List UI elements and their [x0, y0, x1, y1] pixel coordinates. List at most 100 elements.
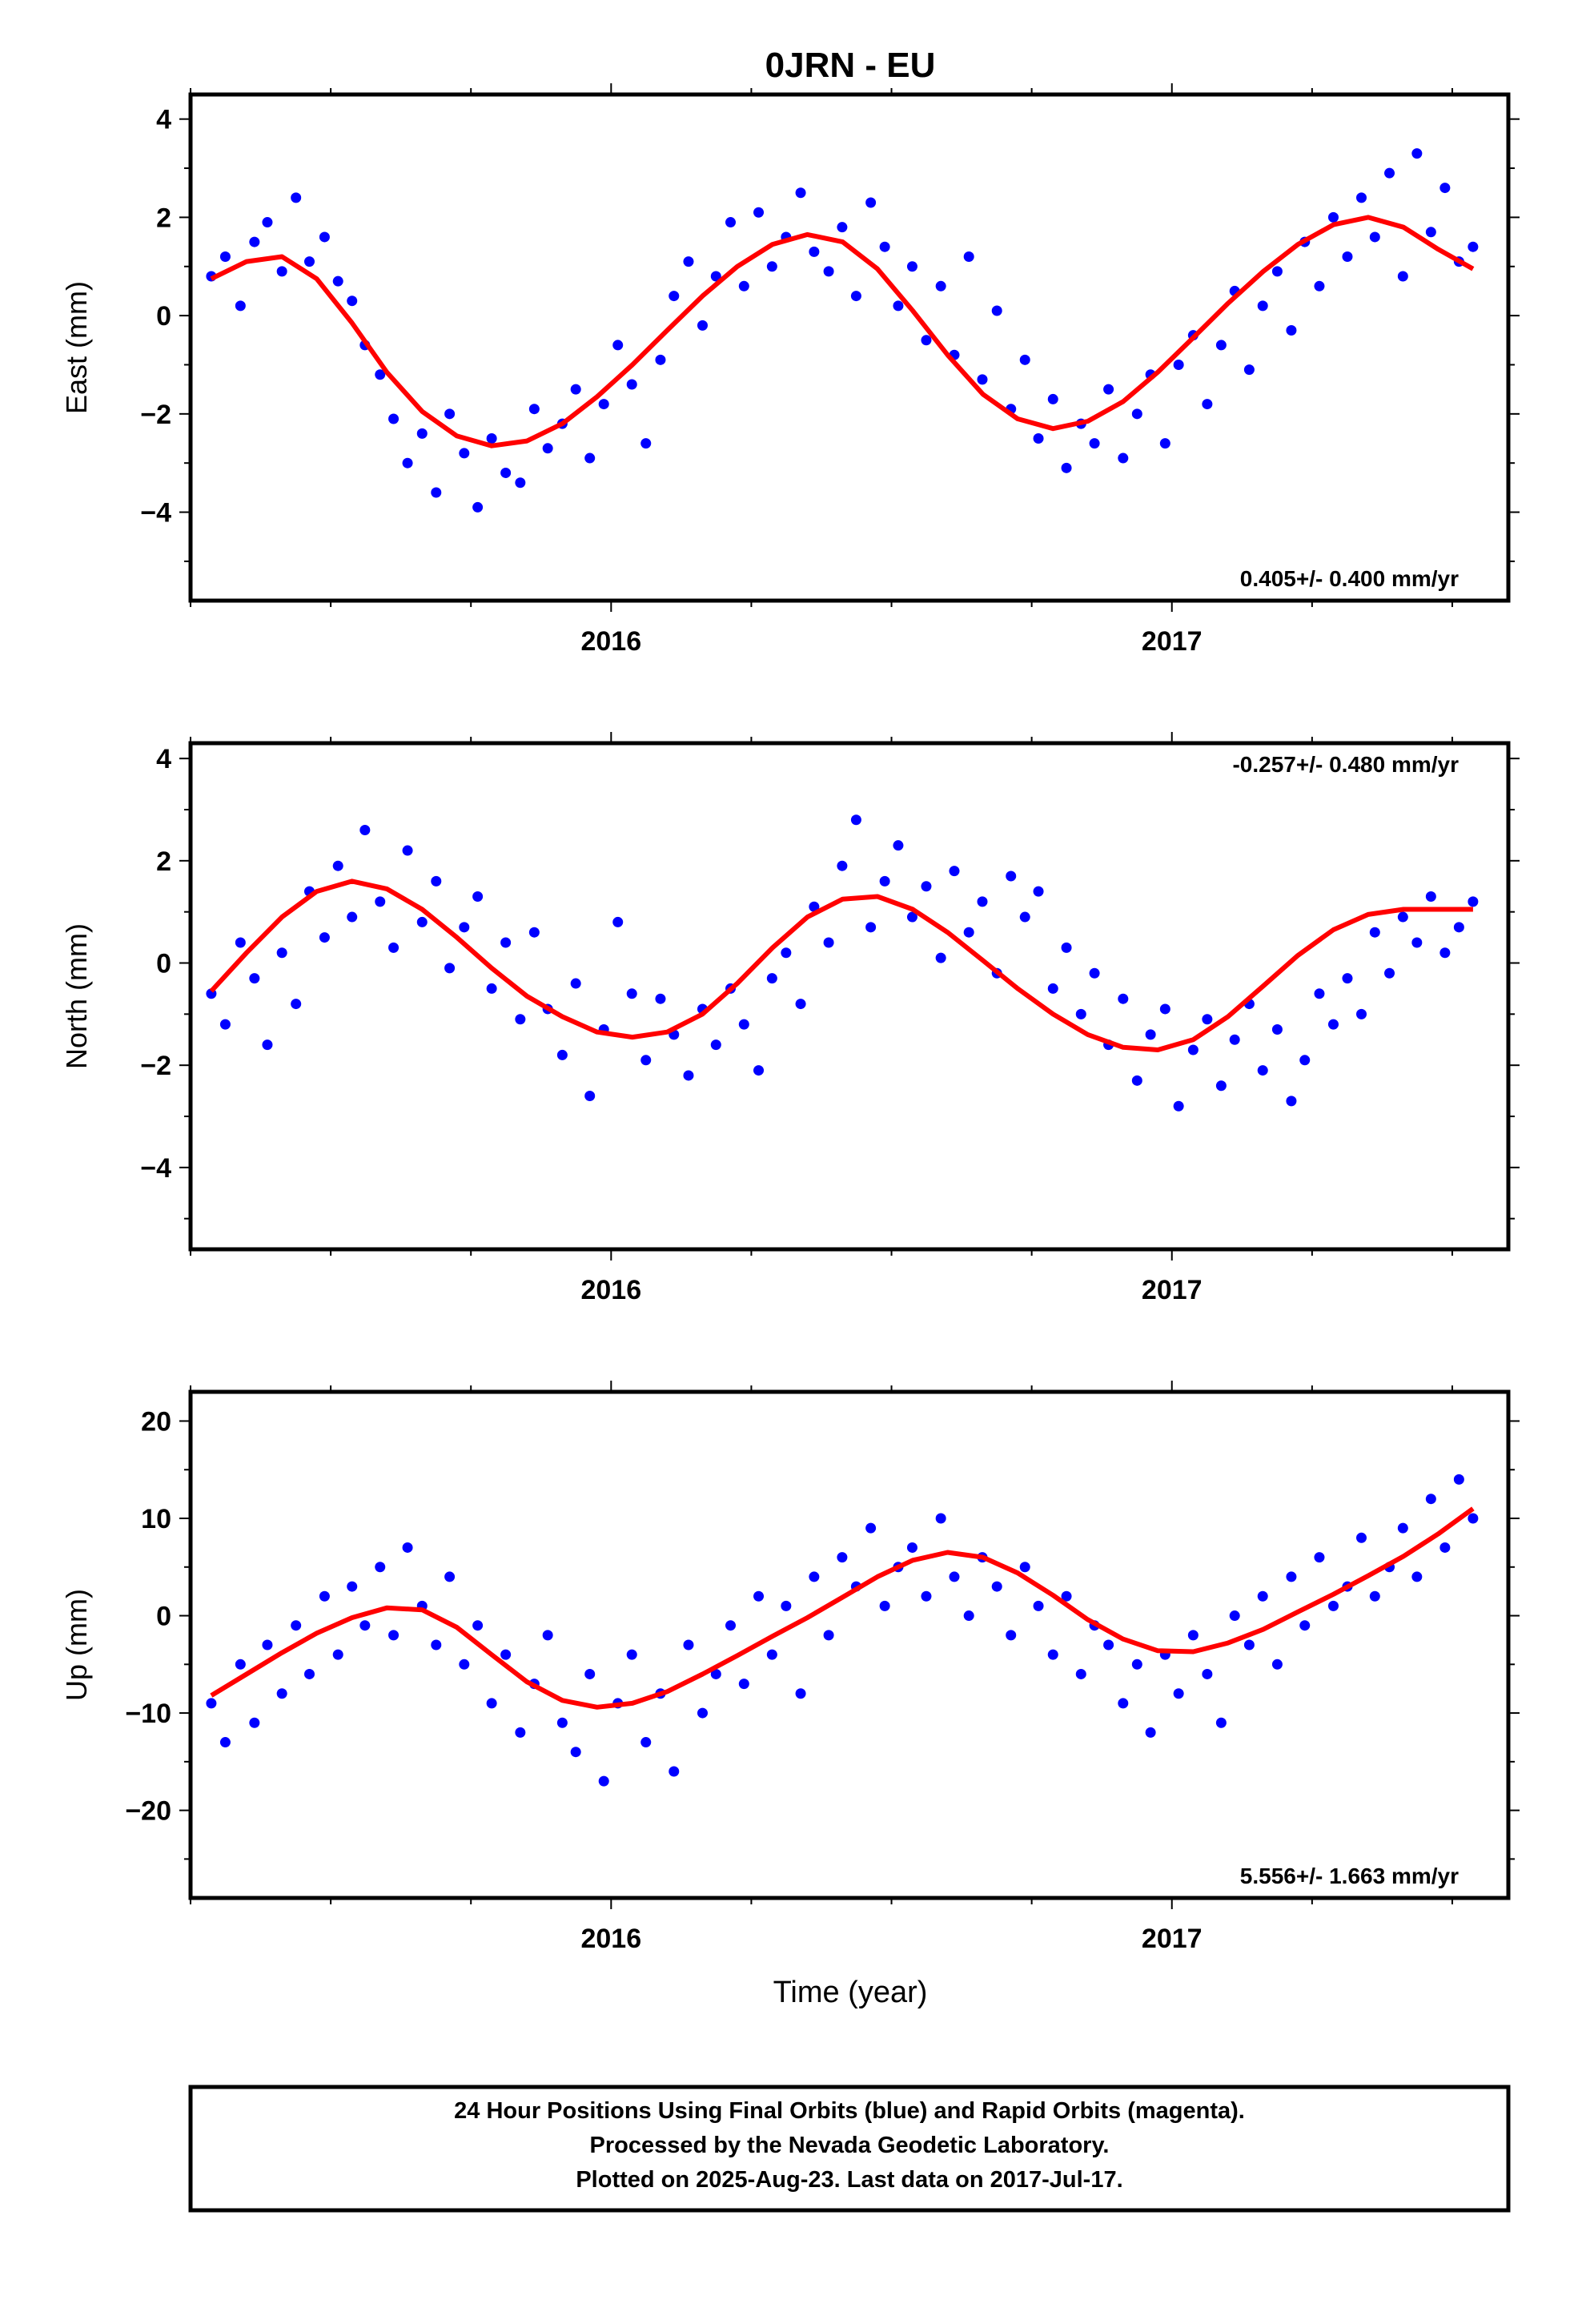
- north-x-tick-label: 2017: [1142, 1275, 1203, 1305]
- north-data-point: [486, 983, 497, 994]
- north-data-point: [291, 999, 302, 1010]
- east-y-tick-label: 2: [156, 203, 171, 233]
- east-data-point: [753, 207, 765, 218]
- up-data-point: [402, 1542, 413, 1553]
- up-data-point: [1145, 1727, 1156, 1738]
- east-data-point: [486, 433, 497, 444]
- east-data-point: [1468, 241, 1479, 252]
- north-data-point: [1257, 1065, 1268, 1076]
- east-data-point: [977, 374, 988, 385]
- east-data-point: [291, 192, 302, 203]
- north-data-point: [515, 1014, 526, 1025]
- east-data-point: [375, 369, 386, 380]
- north-plot-area: [206, 814, 1479, 1112]
- east-data-point: [669, 291, 680, 302]
- up-data-point: [276, 1688, 287, 1699]
- north-y-tick-label: −4: [140, 1153, 171, 1184]
- east-data-point: [388, 413, 400, 424]
- east-x-tick-label: 2017: [1142, 626, 1203, 657]
- east-data-point: [528, 404, 540, 415]
- up-data-point: [1397, 1522, 1408, 1534]
- up-y-tick-label: −10: [125, 1699, 171, 1729]
- up-data-point: [262, 1639, 273, 1651]
- east-data-point: [1047, 393, 1058, 404]
- east-data-point: [612, 340, 624, 351]
- north-data-point: [1299, 1055, 1311, 1066]
- up-data-point: [235, 1659, 246, 1670]
- north-y-tick-label: 4: [156, 744, 171, 774]
- up-data-point: [249, 1717, 260, 1728]
- east-data-point: [1314, 280, 1325, 292]
- north-data-point: [375, 896, 386, 907]
- north-data-point: [1229, 1034, 1240, 1045]
- north-y-tick-label: −2: [140, 1051, 171, 1081]
- up-data-point: [640, 1737, 652, 1748]
- east-data-point: [655, 354, 666, 365]
- east-data-point: [303, 256, 315, 267]
- north-data-point: [809, 901, 820, 912]
- up-x-tick-label: 2017: [1142, 1924, 1203, 1954]
- north-data-point: [1033, 886, 1044, 897]
- up-data-point: [1327, 1600, 1339, 1611]
- east-data-point: [500, 467, 512, 478]
- up-y-tick-label: 10: [141, 1504, 171, 1534]
- up-data-point: [570, 1747, 581, 1758]
- north-data-point: [402, 845, 413, 856]
- north-data-point: [1327, 1019, 1339, 1030]
- east-data-point: [1369, 231, 1380, 243]
- north-data-point: [865, 922, 877, 933]
- north-data-point: [683, 1070, 694, 1081]
- east-y-tick-label: −4: [140, 498, 171, 529]
- north-data-point: [1131, 1075, 1142, 1086]
- up-data-point: [1131, 1659, 1142, 1670]
- north-data-point: [347, 911, 358, 923]
- north-data-point: [1355, 1008, 1367, 1019]
- east-y-tick-label: 4: [156, 105, 171, 135]
- up-data-point: [1173, 1688, 1184, 1699]
- up-data-point: [753, 1590, 765, 1602]
- north-data-point: [1439, 947, 1451, 959]
- north-data-point: [388, 942, 400, 953]
- up-data-point: [1355, 1532, 1367, 1543]
- north-data-point: [1173, 1100, 1184, 1112]
- east-data-point: [1327, 211, 1339, 223]
- north-data-point: [612, 916, 624, 927]
- east-data-point: [444, 408, 456, 420]
- north-data-point: [1202, 1014, 1213, 1025]
- north-data-point: [640, 1055, 652, 1066]
- north-data-point: [1118, 993, 1129, 1004]
- x-axis-label: Time (year): [773, 1976, 928, 2009]
- up-data-point: [1033, 1600, 1044, 1611]
- north-data-point: [1019, 911, 1030, 923]
- footer-line-1: 24 Hour Positions Using Final Orbits (bl…: [454, 2098, 1245, 2124]
- up-data-point: [963, 1610, 974, 1622]
- east-y-axis-label: East (mm): [60, 281, 93, 414]
- east-data-point: [1286, 325, 1297, 336]
- east-data-point: [893, 300, 904, 312]
- north-data-point: [1411, 937, 1423, 948]
- north-data-point: [528, 927, 540, 938]
- north-data-point: [823, 937, 834, 948]
- up-data-point: [1425, 1494, 1436, 1505]
- up-data-point: [1369, 1590, 1380, 1602]
- up-data-point: [906, 1542, 917, 1553]
- north-y-tick-label: 2: [156, 846, 171, 877]
- up-rate-label: 5.556+/- 1.663 mm/yr: [1240, 1864, 1459, 1888]
- north-data-point: [738, 1019, 749, 1030]
- north-data-point: [1159, 1003, 1170, 1015]
- up-data-point: [375, 1562, 386, 1573]
- north-data-point: [1145, 1029, 1156, 1040]
- north-data-point: [1369, 927, 1380, 938]
- north-data-point: [626, 988, 637, 999]
- north-data-point: [416, 916, 428, 927]
- east-data-point: [906, 261, 917, 272]
- up-data-point: [431, 1639, 442, 1651]
- up-data-point: [1314, 1552, 1325, 1563]
- north-data-point: [1286, 1096, 1297, 1107]
- up-data-point: [1019, 1562, 1030, 1573]
- north-data-point: [795, 999, 806, 1010]
- east-data-point: [1397, 271, 1408, 282]
- east-plot-frame: [188, 92, 1511, 603]
- east-data-point: [570, 384, 581, 395]
